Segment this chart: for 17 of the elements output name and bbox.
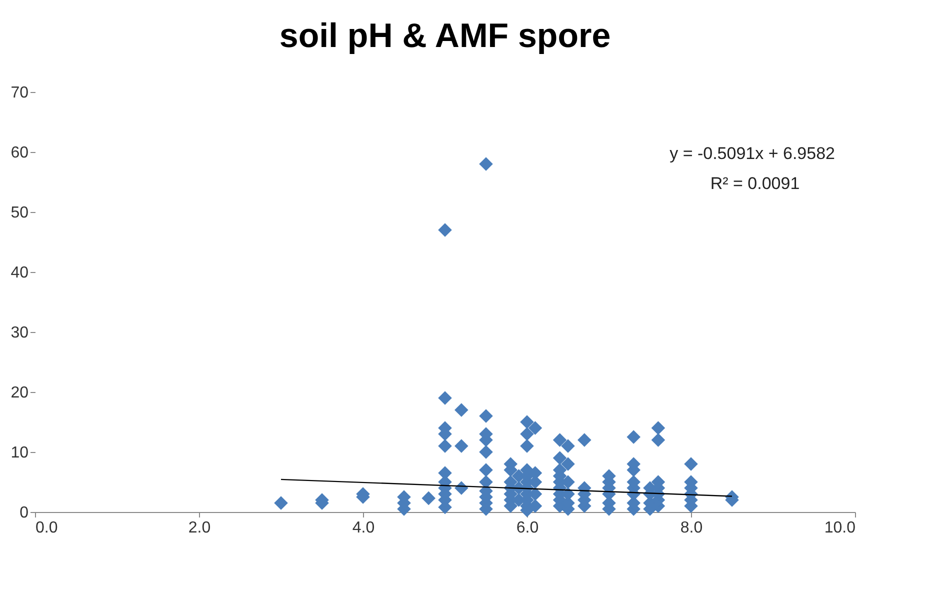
x-tick-label: 4.0: [352, 520, 375, 536]
y-tick-label: 70: [10, 84, 29, 102]
annotation: y = -0.5091x + 6.9582: [670, 144, 835, 163]
y-tick-label: 30: [10, 324, 29, 342]
y-tick-label: 10: [10, 444, 29, 462]
annotation: R² = 0.0091: [710, 174, 800, 193]
y-tick-label: 50: [10, 204, 29, 222]
x-tick-label: 8.0: [680, 520, 703, 536]
y-tick-label: 60: [10, 144, 29, 162]
x-tick-label: 2.0: [188, 520, 211, 536]
y-tick-label: 20: [10, 384, 29, 402]
x-tick-label: 6.0: [516, 520, 539, 536]
x-tick-label: 10.0: [824, 520, 856, 536]
x-tick-label: 0.0: [36, 520, 58, 536]
y-tick-label: 0: [20, 504, 29, 522]
y-tick-label: 40: [10, 264, 29, 282]
chart-title: soil pH & AMF spore: [279, 17, 611, 55]
